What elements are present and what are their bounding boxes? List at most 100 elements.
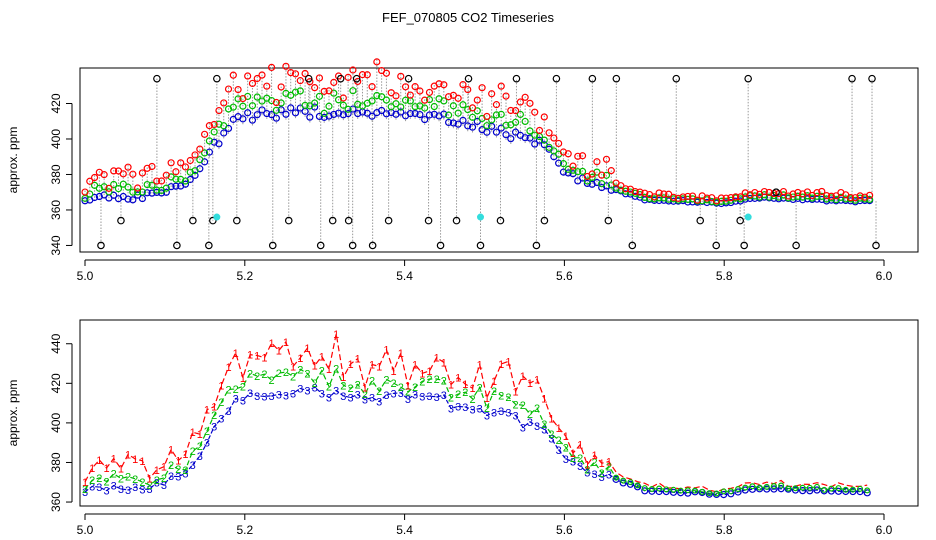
series-1-point (794, 188, 802, 197)
series-2-point (742, 484, 749, 491)
series-1-marker: 1 (455, 372, 461, 384)
series-1-point (124, 163, 132, 171)
series-2-marker: 2 (548, 429, 554, 441)
series-1-point (521, 93, 529, 101)
series-3-point (492, 128, 501, 136)
outlier-point (348, 241, 357, 250)
series-3-point (641, 196, 649, 204)
chart-title: FEF_070805 CO2 Timeseries (382, 10, 554, 25)
series-2-marker: 2 (412, 382, 418, 394)
series-1-point (129, 170, 137, 178)
series-3-point (129, 196, 137, 204)
series-3-marker: 3 (96, 482, 102, 494)
series-2-marker: 2 (570, 453, 576, 465)
series-1-point (181, 163, 190, 171)
series-3-marker: 3 (591, 469, 597, 481)
series-2-point (177, 175, 185, 183)
series-2-point (699, 488, 706, 495)
series-2-marker: 2 (534, 403, 540, 415)
series-2-point (511, 118, 520, 126)
series-2-point (291, 88, 300, 96)
series-3-point (425, 111, 434, 119)
series-2-marker: 2 (584, 465, 590, 477)
x-tick-label: 5.4 (396, 523, 413, 537)
series-1-marker: 1 (254, 350, 260, 362)
top-y-axis: 340 360 380 400 420 (49, 93, 73, 255)
series-1-marker: 1 (355, 354, 361, 366)
series-2-point (215, 120, 223, 128)
series-3-marker: 3 (233, 394, 239, 406)
series-1-point (162, 171, 170, 179)
series-2-point (354, 100, 362, 108)
series-1-point (822, 191, 831, 200)
series-3-marker: 3 (103, 486, 109, 498)
series-2-marker: 2 (398, 382, 404, 394)
series-2-marker: 2 (498, 390, 504, 402)
series-1-point (220, 99, 228, 107)
series-2-marker: 2 (197, 441, 203, 453)
series-3-point (215, 140, 223, 148)
series-1-marker: 1 (168, 444, 174, 456)
series-3-point (593, 178, 601, 187)
series-2-point (713, 490, 720, 497)
x-tick-label: 5.4 (396, 269, 413, 283)
series-2-marker: 2 (103, 477, 109, 489)
series-2-point (540, 136, 548, 144)
series-2-point (239, 102, 247, 110)
series-3-marker: 3 (376, 396, 382, 408)
series-1-point (387, 89, 395, 97)
series-1-marker: 1 (269, 338, 275, 350)
series-1-marker: 1 (111, 453, 117, 465)
series-1-point (157, 177, 166, 185)
series-3-point (619, 479, 627, 487)
series-1-marker: 1 (441, 357, 447, 369)
series-3-marker: 3 (391, 388, 397, 400)
series-1-marker: 1 (182, 449, 188, 461)
series-3-marker: 3 (462, 402, 468, 414)
series-1-marker: 1 (426, 366, 432, 378)
series-3-point (449, 119, 457, 127)
series-2-point (857, 485, 864, 492)
series-3-marker: 3 (261, 391, 267, 403)
series-2-point (277, 99, 285, 107)
series-2-marker: 2 (505, 392, 511, 404)
series-1-point (239, 94, 247, 103)
series-2-marker: 2 (577, 453, 583, 465)
series-1-marker: 1 (276, 345, 282, 357)
outlier-point (740, 241, 748, 250)
series-1-point (507, 106, 515, 115)
series-1-point (578, 152, 587, 160)
series-1-marker: 1 (89, 463, 95, 475)
series-2-point (655, 194, 663, 202)
series-1-point (315, 74, 324, 82)
series-2-point (425, 95, 434, 104)
series-2-point (148, 181, 156, 189)
series-3-marker: 3 (355, 390, 361, 402)
series-1-marker: 1 (218, 380, 224, 392)
series-2-point (656, 485, 663, 492)
series-1-point (468, 104, 477, 112)
series-2-marker: 2 (297, 364, 303, 376)
x-tick-label: 5.8 (716, 523, 733, 537)
series-3-point (633, 483, 642, 491)
series-3-point (622, 190, 630, 198)
series-2-point (813, 192, 821, 200)
series-3-point (777, 485, 785, 493)
outlier-point (552, 74, 561, 83)
series-1-marker: 1 (290, 361, 296, 373)
series-1-point (650, 193, 658, 201)
series-2-point (602, 171, 611, 179)
series-1-marker: 1 (591, 450, 597, 462)
series-3-point (334, 109, 343, 117)
series-1-point (684, 192, 692, 201)
series-2-point (464, 106, 472, 114)
series-3-marker: 3 (211, 422, 217, 434)
series-2-point (842, 195, 850, 203)
series-2-point (272, 106, 280, 114)
series-2-marker: 2 (391, 378, 397, 390)
series-2-point (684, 487, 691, 494)
series-1-point (559, 148, 568, 156)
series-2-point (717, 197, 725, 206)
series-3-point (282, 110, 290, 118)
outlier-point (284, 216, 293, 225)
